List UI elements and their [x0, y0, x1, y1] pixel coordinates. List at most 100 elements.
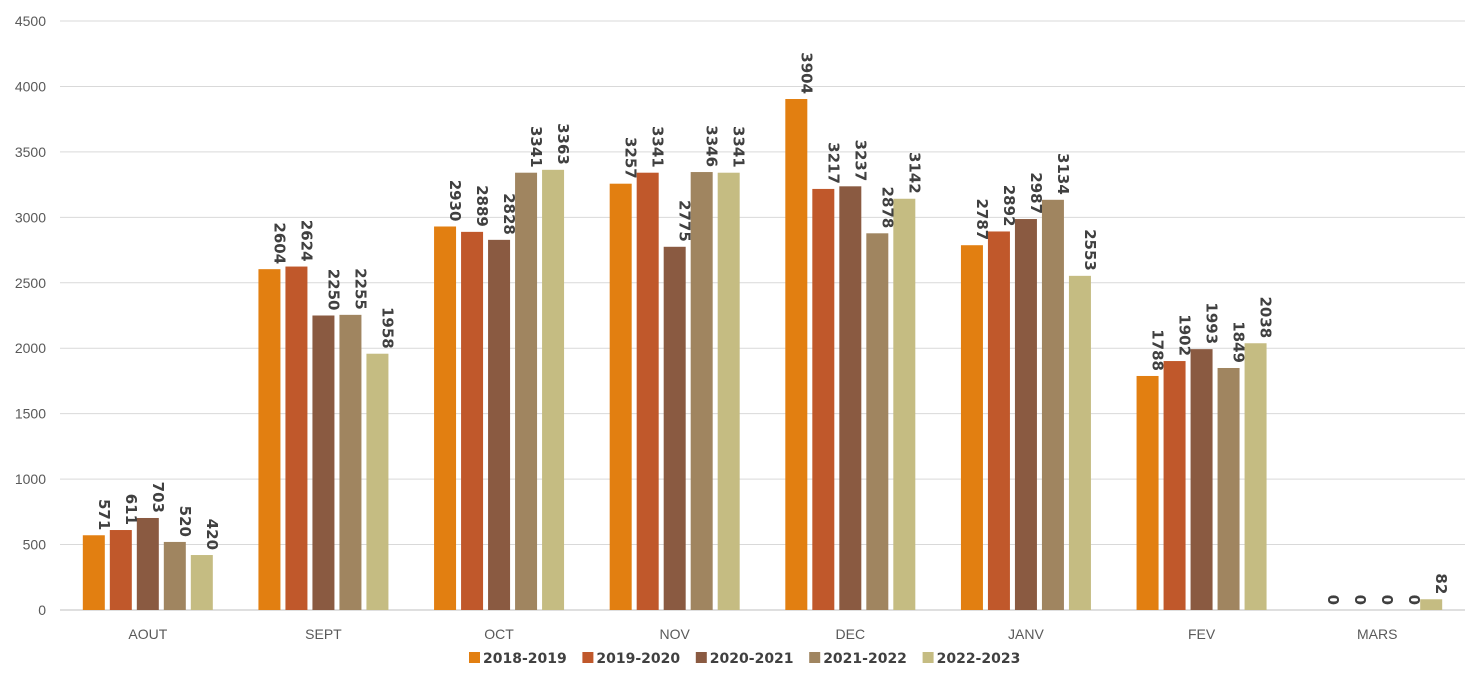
- data-label: 2624: [297, 220, 315, 262]
- bar: [163, 541, 186, 610]
- legend-label: 2018-2019: [483, 651, 567, 667]
- bar: [812, 188, 835, 610]
- bar: [1014, 219, 1037, 610]
- x-category-label: SEPT: [305, 626, 342, 642]
- bar: [636, 172, 659, 610]
- data-label: 3363: [554, 123, 572, 165]
- data-label: 3346: [703, 125, 721, 167]
- y-tick-label: 1500: [15, 406, 46, 422]
- x-category-label: NOV: [660, 626, 691, 642]
- bar: [1420, 599, 1443, 610]
- x-category-label: AOUT: [128, 626, 167, 642]
- bar: [1244, 343, 1267, 610]
- data-label: 2255: [351, 268, 369, 310]
- bar: [312, 315, 335, 610]
- bar: [717, 172, 740, 610]
- legend-swatch: [469, 652, 480, 663]
- data-label: 3341: [649, 126, 667, 168]
- y-axis: 0 500 1000 1500 2000 2500 3000 3500 4000 4500: [15, 13, 46, 618]
- data-label: 571: [95, 499, 113, 530]
- data-label: 1788: [1149, 329, 1167, 371]
- y-tick-label: 2500: [15, 275, 46, 291]
- bar: [285, 266, 308, 610]
- bar: [461, 231, 484, 610]
- data-label: 0: [1378, 595, 1396, 605]
- bar: [690, 172, 713, 610]
- bar: [866, 233, 889, 611]
- bar: [488, 239, 511, 610]
- bar: [663, 246, 686, 611]
- data-label: 2775: [676, 200, 694, 242]
- y-tick-label: 2000: [15, 340, 46, 356]
- data-label: 1993: [1203, 302, 1221, 344]
- bar: [1041, 199, 1064, 610]
- y-tick-label: 1000: [15, 471, 46, 487]
- data-label: 82: [1432, 573, 1450, 594]
- x-category-label: OCT: [484, 626, 514, 642]
- legend-label: 2019-2020: [596, 651, 680, 667]
- data-label: 0: [1405, 595, 1423, 605]
- data-label: 3341: [730, 126, 748, 168]
- legend-swatch: [809, 652, 821, 663]
- data-label: 2828: [500, 193, 518, 235]
- legend-swatch: [922, 652, 934, 663]
- data-label: 3217: [824, 142, 842, 184]
- bar: [1217, 367, 1240, 610]
- bar: [82, 535, 105, 610]
- data-label: 2553: [1081, 229, 1099, 271]
- data-label: 3237: [851, 140, 869, 182]
- legend-swatch: [695, 652, 707, 663]
- bar: [987, 231, 1010, 610]
- data-label: 520: [176, 506, 194, 537]
- data-label: 2604: [270, 222, 288, 264]
- y-tick-label: 4000: [15, 78, 46, 94]
- x-category-label: FEV: [1188, 626, 1216, 642]
- data-label: 703: [149, 482, 167, 513]
- bar: [1190, 349, 1213, 610]
- data-label: 3904: [797, 52, 815, 94]
- x-category-label: JANV: [1008, 626, 1044, 642]
- bar: [190, 555, 213, 610]
- data-labels: 571 611 703 520 420 2604 2624 2250 2255 1958 2930 2…: [95, 52, 1450, 605]
- bar: [609, 183, 632, 610]
- y-tick-label: 3000: [15, 209, 46, 225]
- data-label: 3341: [527, 126, 545, 168]
- bars: [82, 99, 1443, 611]
- data-label: 2892: [1000, 185, 1018, 227]
- bar: [258, 269, 281, 610]
- data-label: 3257: [622, 137, 640, 179]
- bar: [1068, 275, 1091, 610]
- bar: [1136, 375, 1159, 610]
- bar: [434, 226, 457, 611]
- bar: [109, 530, 132, 610]
- y-tick-label: 4500: [15, 13, 46, 29]
- x-axis: AOUT SEPT OCT NOV DEC JANV FEV MARS: [128, 626, 1397, 642]
- data-label: 2038: [1257, 296, 1275, 338]
- data-label: 611: [122, 494, 140, 525]
- data-label: 1958: [378, 307, 396, 349]
- legend-label: 2022-2023: [937, 651, 1021, 667]
- bar: [136, 517, 159, 610]
- legend: 2018-2019 2019-2020 2020-2021 2021-2022 2022…: [469, 651, 1020, 667]
- data-label: 2787: [973, 198, 991, 240]
- bar: [785, 99, 808, 611]
- data-label: 420: [203, 519, 221, 550]
- data-label: 1849: [1230, 321, 1248, 363]
- bar: [893, 198, 916, 610]
- data-label: 1902: [1176, 314, 1194, 356]
- data-label: 2987: [1027, 172, 1045, 214]
- data-label: 2930: [446, 180, 464, 222]
- bar: [366, 353, 389, 610]
- bar: [1163, 361, 1186, 610]
- y-tick-label: 500: [23, 537, 47, 553]
- data-label: 2250: [324, 269, 342, 311]
- y-tick-label: 3500: [15, 144, 46, 160]
- bar: [960, 245, 983, 611]
- bar: [542, 169, 565, 610]
- legend-label: 2020-2021: [710, 651, 794, 667]
- bar: [839, 186, 862, 610]
- legend-label: 2021-2022: [823, 651, 907, 667]
- data-label: 2878: [878, 187, 896, 229]
